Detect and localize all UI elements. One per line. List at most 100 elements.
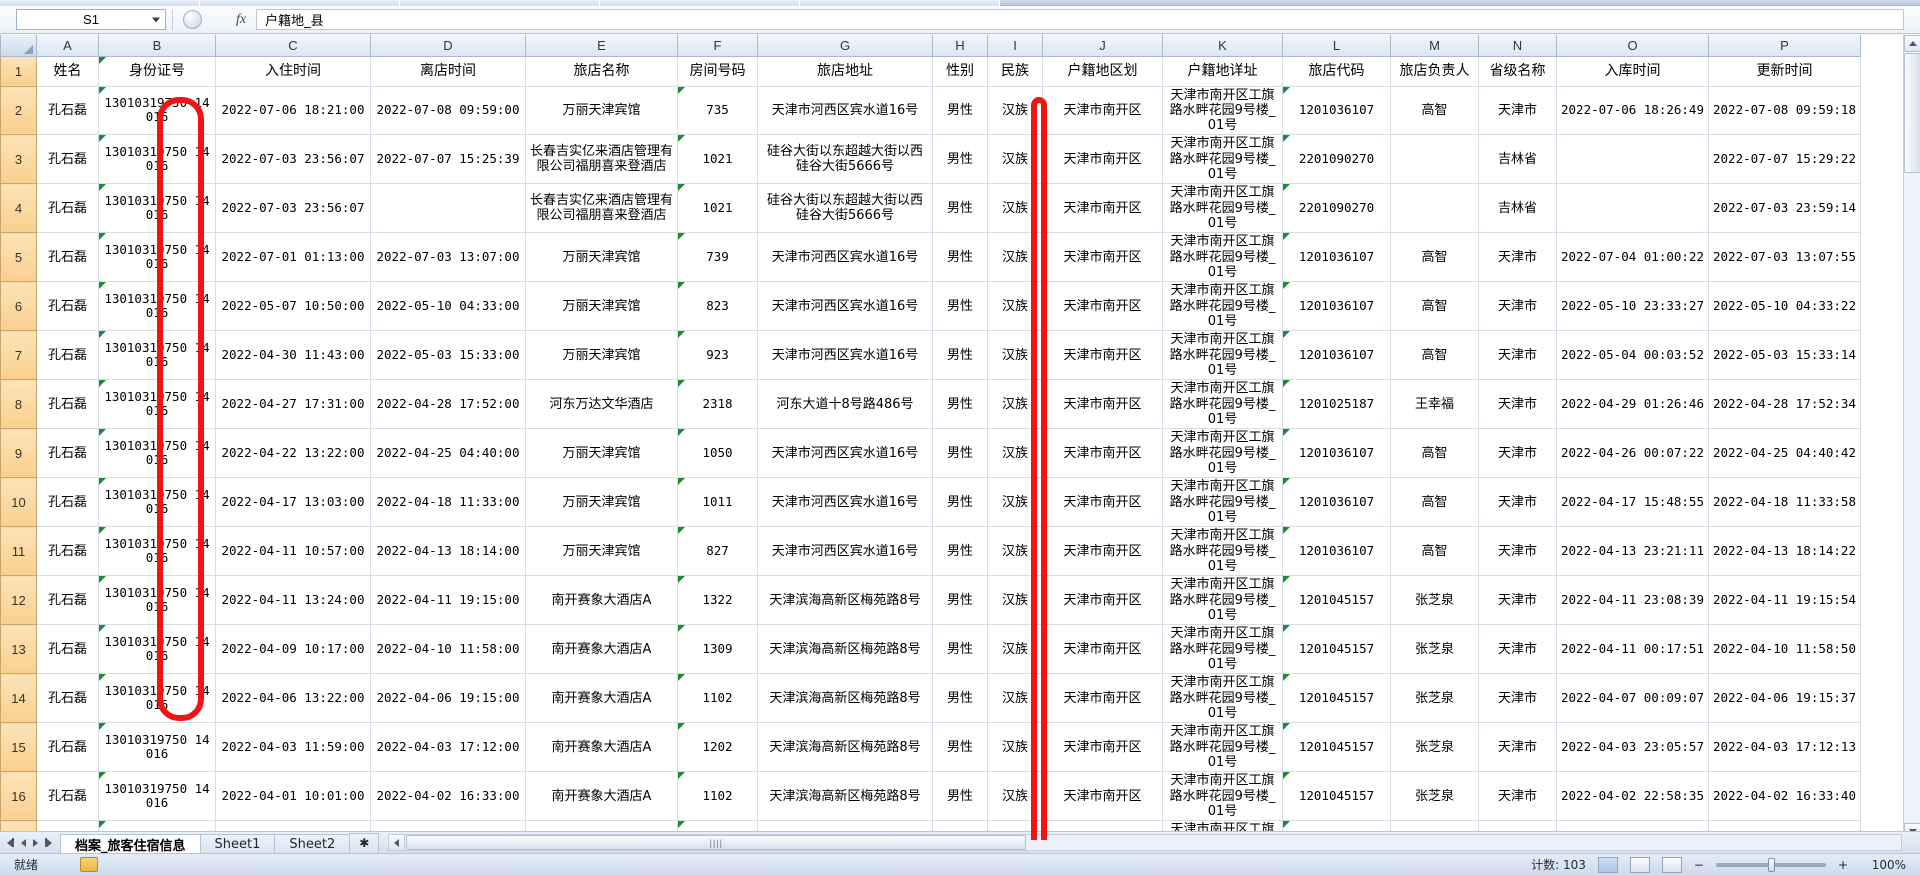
cell-N11[interactable]: 天津市: [1478, 526, 1557, 577]
cell-D15[interactable]: 2022-04-03 17:12:00: [370, 722, 526, 773]
cell-O2[interactable]: 2022-07-06 18:26:49: [1556, 85, 1709, 136]
cell-J1[interactable]: 户籍地区划: [1042, 55, 1163, 87]
column-header-b[interactable]: B: [98, 35, 216, 57]
cell-J3[interactable]: 天津市南开区: [1042, 134, 1163, 185]
cell-J14[interactable]: 天津市南开区: [1042, 673, 1163, 724]
cell-N12[interactable]: 天津市: [1478, 575, 1557, 626]
cell-P14[interactable]: 2022-04-06 19:15:37: [1708, 673, 1861, 724]
row-header-2[interactable]: 2: [0, 85, 37, 136]
cell-A1[interactable]: 姓名: [36, 55, 99, 87]
cell-D8[interactable]: 2022-04-28 17:52:00: [370, 379, 526, 430]
cell-N4[interactable]: 吉林省: [1478, 183, 1557, 234]
cell-P3[interactable]: 2022-07-07 15:29:22: [1708, 134, 1861, 185]
first-sheet-icon[interactable]: [7, 838, 14, 847]
scroll-up-button[interactable]: [1904, 35, 1920, 52]
column-header-g[interactable]: G: [757, 35, 933, 57]
cell-B15[interactable]: 13010319750 14 016: [98, 722, 216, 773]
cell-L1[interactable]: 旅店代码: [1282, 55, 1391, 87]
cell-E11[interactable]: 万丽天津宾馆: [525, 526, 678, 577]
zoom-in-button[interactable]: +: [1837, 857, 1848, 872]
ribbon-tab[interactable]: [200, 0, 400, 6]
cell-M4[interactable]: [1390, 183, 1479, 234]
cell-B13[interactable]: 13010319750 14 016: [98, 624, 216, 675]
cell-J5[interactable]: 天津市南开区: [1042, 232, 1163, 283]
row-header-9[interactable]: 9: [0, 428, 37, 479]
fx-icon[interactable]: fx: [236, 11, 247, 27]
last-sheet-icon[interactable]: [45, 838, 52, 847]
cell-L5[interactable]: 1201036107: [1282, 232, 1391, 283]
cell-L6[interactable]: 1201036107: [1282, 281, 1391, 332]
page-layout-view-button[interactable]: [1629, 856, 1650, 873]
cell-O3[interactable]: [1556, 134, 1709, 185]
cell-K13[interactable]: 天津市南开区工旗路水畔花园9号楼_01号: [1162, 624, 1283, 675]
cell-G15[interactable]: 天津滨海高新区梅苑路8号: [757, 722, 933, 773]
cell-K3[interactable]: 天津市南开区工旗路水畔花园9号楼_01号: [1162, 134, 1283, 185]
cell-E15[interactable]: 南开赛象大酒店A: [525, 722, 678, 773]
cell-L4[interactable]: 2201090270: [1282, 183, 1391, 234]
cell-A2[interactable]: 孔石磊: [36, 85, 99, 136]
chevron-down-icon[interactable]: [152, 17, 160, 22]
cell-C3[interactable]: 2022-07-03 23:56:07: [215, 134, 371, 185]
cell-O11[interactable]: 2022-04-13 23:21:11: [1556, 526, 1709, 577]
cell-B6[interactable]: 13010319750 14 016: [98, 281, 216, 332]
normal-view-button[interactable]: [1597, 856, 1618, 873]
cell-E10[interactable]: 万丽天津宾馆: [525, 477, 678, 528]
cell-P5[interactable]: 2022-07-03 13:07:55: [1708, 232, 1861, 283]
cell-H15[interactable]: 男性: [932, 722, 988, 773]
ribbon-tab[interactable]: [0, 0, 200, 6]
cell-G11[interactable]: 天津市河西区宾水道16号: [757, 526, 933, 577]
cell-N14[interactable]: 天津市: [1478, 673, 1557, 724]
row-header-12[interactable]: 12: [0, 575, 37, 626]
horizontal-scroll-thumb[interactable]: ||||: [406, 835, 1027, 850]
cell-M16[interactable]: 张芝泉: [1390, 771, 1479, 822]
cell-G16[interactable]: 天津滨海高新区梅苑路8号: [757, 771, 933, 822]
cell-I12[interactable]: 汉族: [987, 575, 1043, 626]
cell-F10[interactable]: 1011: [677, 477, 758, 528]
cell-I14[interactable]: 汉族: [987, 673, 1043, 724]
cell-D6[interactable]: 2022-05-10 04:33:00: [370, 281, 526, 332]
cell-O16[interactable]: 2022-04-02 22:58:35: [1556, 771, 1709, 822]
cell-L11[interactable]: 1201036107: [1282, 526, 1391, 577]
cell-H8[interactable]: 男性: [932, 379, 988, 430]
horizontal-scrollbar[interactable]: ||||: [388, 834, 1902, 851]
cell-H1[interactable]: 性别: [932, 55, 988, 87]
column-header-o[interactable]: O: [1556, 35, 1709, 57]
cell-J11[interactable]: 天津市南开区: [1042, 526, 1163, 577]
cell-K16[interactable]: 天津市南开区工旗路水畔花园9号楼_01号: [1162, 771, 1283, 822]
column-header-j[interactable]: J: [1042, 35, 1163, 57]
cell-O12[interactable]: 2022-04-11 23:08:39: [1556, 575, 1709, 626]
cell-J4[interactable]: 天津市南开区: [1042, 183, 1163, 234]
cell-I7[interactable]: 汉族: [987, 330, 1043, 381]
cell-F14[interactable]: 1102: [677, 673, 758, 724]
cell-O1[interactable]: 入库时间: [1556, 55, 1709, 87]
add-sheet-button[interactable]: ✱: [349, 832, 380, 853]
cell-C4[interactable]: 2022-07-03 23:56:07: [215, 183, 371, 234]
cell-F15[interactable]: 1202: [677, 722, 758, 773]
cell-C6[interactable]: 2022-05-07 10:50:00: [215, 281, 371, 332]
cell-G2[interactable]: 天津市河西区宾水道16号: [757, 85, 933, 136]
cell-M12[interactable]: 张芝泉: [1390, 575, 1479, 626]
cell-J15[interactable]: 天津市南开区: [1042, 722, 1163, 773]
cell-N5[interactable]: 天津市: [1478, 232, 1557, 283]
column-header-d[interactable]: D: [370, 35, 526, 57]
cell-I4[interactable]: 汉族: [987, 183, 1043, 234]
column-header-f[interactable]: F: [677, 35, 758, 57]
cell-I1[interactable]: 民族: [987, 55, 1043, 87]
cell-D9[interactable]: 2022-04-25 04:40:00: [370, 428, 526, 479]
cell-F12[interactable]: 1322: [677, 575, 758, 626]
row-header-8[interactable]: 8: [0, 379, 37, 430]
cell-H10[interactable]: 男性: [932, 477, 988, 528]
page-break-view-button[interactable]: [1661, 856, 1682, 873]
prev-sheet-icon[interactable]: [21, 838, 26, 847]
cell-L14[interactable]: 1201045157: [1282, 673, 1391, 724]
cell-D5[interactable]: 2022-07-03 13:07:00: [370, 232, 526, 283]
cell-F16[interactable]: 1102: [677, 771, 758, 822]
cell-M9[interactable]: 高智: [1390, 428, 1479, 479]
cell-I8[interactable]: 汉族: [987, 379, 1043, 430]
cell-N2[interactable]: 天津市: [1478, 85, 1557, 136]
cell-O4[interactable]: [1556, 183, 1709, 234]
select-all-corner[interactable]: [0, 35, 37, 57]
cell-A3[interactable]: 孔石磊: [36, 134, 99, 185]
cell-G9[interactable]: 天津市河西区宾水道16号: [757, 428, 933, 479]
cell-E4[interactable]: 长春吉实亿来酒店管理有限公司福朋喜来登酒店: [525, 183, 678, 234]
